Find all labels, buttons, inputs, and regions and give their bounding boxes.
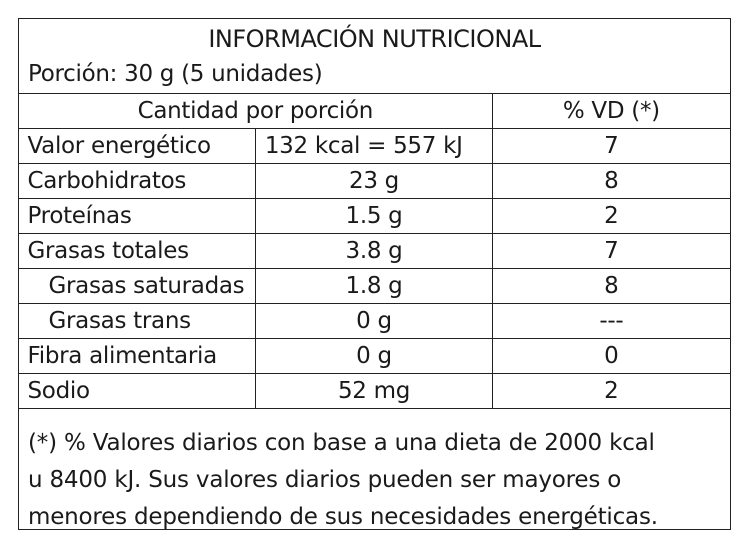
nutrient-daily-value: 7 (492, 128, 731, 164)
table-row: Carbohidratos 23 g 8 (17, 163, 731, 199)
nutrient-name: Grasas totales (17, 233, 256, 269)
table-row: Valor energético 132 kcal = 557 kJ 7 (17, 128, 731, 164)
nutrient-name: Grasas trans (17, 303, 256, 339)
table-header-row: Cantidad por porción % VD (*) (17, 93, 731, 129)
nutrient-amount: 1.8 g (254, 268, 494, 304)
nutrient-amount: 3.8 g (254, 233, 494, 269)
nutrient-daily-value: 2 (492, 198, 731, 234)
footnote-line: menores dependiendo de sus necesidades e… (28, 504, 658, 530)
nutrient-name: Grasas saturadas (17, 268, 256, 304)
table-row: Grasas totales 3.8 g 7 (17, 233, 731, 269)
nutrient-name: Proteínas (17, 198, 256, 234)
label-title: INFORMACIÓN NUTRICIONAL (208, 25, 541, 53)
nutrient-daily-value: 8 (492, 268, 731, 304)
table-row: Grasas saturadas 1.8 g 8 (17, 268, 731, 304)
nutrient-amount: 52 mg (254, 373, 494, 409)
header-daily-value: % VD (*) (492, 93, 731, 129)
nutrient-daily-value: --- (492, 303, 731, 339)
footnote: (*) % Valores diarios con base a una die… (28, 425, 728, 536)
nutrient-amount: 0 g (254, 338, 494, 374)
table-row: Proteínas 1.5 g 2 (17, 198, 731, 234)
nutrient-amount: 132 kcal = 557 kJ (254, 128, 494, 164)
nutrient-name: Carbohidratos (17, 163, 256, 199)
nutrient-name: Fibra alimentaria (17, 338, 256, 374)
table-row: Sodio 52 mg 2 (17, 373, 731, 409)
footnote-line: (*) % Valores diarios con base a una die… (28, 430, 655, 456)
nutrition-facts-label: INFORMACIÓN NUTRICIONAL Porción: 30 g (5… (17, 18, 731, 530)
portion-size: Porción: 30 g (5 unidades) (28, 61, 323, 87)
nutrient-amount: 0 g (254, 303, 494, 339)
nutrient-daily-value: 8 (492, 163, 731, 199)
header-amount-per-portion: Cantidad por porción (17, 93, 494, 129)
footnote-line: u 8400 kJ. Sus valores diarios pueden se… (28, 467, 622, 493)
nutrient-daily-value: 7 (492, 233, 731, 269)
nutrient-daily-value: 2 (492, 373, 731, 409)
nutrient-name: Sodio (17, 373, 256, 409)
nutrient-daily-value: 0 (492, 338, 731, 374)
table-row: Fibra alimentaria 0 g 0 (17, 338, 731, 374)
nutrient-amount: 23 g (254, 163, 494, 199)
nutrient-name: Valor energético (17, 128, 256, 164)
nutrient-amount: 1.5 g (254, 198, 494, 234)
nutrition-table: Cantidad por porción % VD (*) Valor ener… (17, 93, 731, 409)
table-row: Grasas trans 0 g --- (17, 303, 731, 339)
